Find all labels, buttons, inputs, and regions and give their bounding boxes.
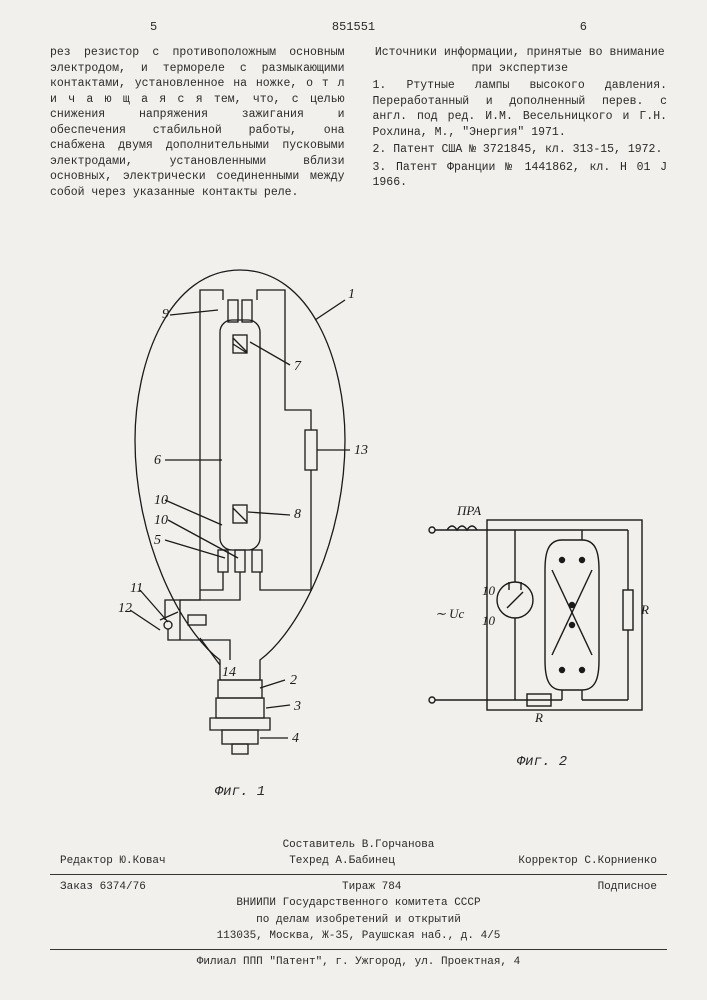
footer: Составитель В.Горчанова Редактор Ю.Ковач… [50,837,667,971]
page-number-right: 6 [580,20,587,34]
reference-2: 2. Патент США № 3721845, кл. 313-15, 197… [373,142,668,158]
callout-2: 2 [290,673,297,688]
order: Заказ 6374/76 [60,879,146,896]
callout-8: 8 [294,507,301,522]
callout-1: 1 [348,287,355,302]
callout-10b: 10 [154,513,168,528]
figures-area: 1 9 7 6 10 8 10 5 11 12 13 14 2 3 4 Фи [50,260,667,820]
label-r-right: R [640,602,649,617]
tirazh: Тираж 784 [342,879,401,896]
compiler-line: Составитель В.Горчанова [50,837,667,854]
callout-14: 14 [222,665,236,680]
text-columns: рез резистор с противоположным основным … [50,45,667,202]
podpisnoe: Подписное [598,879,657,896]
callout-5: 5 [154,533,161,548]
label-r-bottom: R [534,710,543,725]
page-number-left: 5 [150,20,157,34]
label-pra: ПРА [456,503,481,518]
figure-1-label: Фиг. 1 [110,784,370,800]
reference-3: 3. Патент Франции № 1441862, кл. H 01 J … [373,160,668,191]
figure-2-label: Фиг. 2 [427,754,657,770]
callout-3: 3 [293,699,301,714]
addr: 113035, Москва, Ж-35, Раушская наб., д. … [50,928,667,945]
callout-4: 4 [292,731,299,746]
references-heading: Источники информации, принятые во вниман… [373,45,668,76]
editor: Редактор Ю.Ковач [60,853,166,870]
figure-2: ПРА ∼ Uc 10 10 R R Фиг. 2 [427,490,657,770]
callout-9: 9 [162,307,169,322]
label-10a: 10 [482,583,496,598]
figure-1-svg: 1 9 7 6 10 8 10 5 11 12 13 14 2 3 4 [110,260,370,780]
filial: Филиал ППП "Патент", г. Ужгород, ул. Про… [50,954,667,971]
callout-11: 11 [130,581,143,596]
callout-12: 12 [118,601,132,616]
label-uc: ∼ Uc [435,606,465,621]
callout-6: 6 [154,453,161,468]
document-number: 851551 [332,20,375,34]
column-left: рез резистор с противоположным основным … [50,45,345,202]
corrector: Корректор С.Корниенко [518,853,657,870]
techred: Техред А.Бабинец [289,853,395,870]
callout-10: 10 [154,493,168,508]
label-10b: 10 [482,613,496,628]
column-right: Источники информации, принятые во вниман… [373,45,668,202]
callout-7: 7 [294,359,302,374]
figure-1: 1 9 7 6 10 8 10 5 11 12 13 14 2 3 4 Фи [110,260,370,800]
claim-text: рез резистор с противоположным основным … [50,45,345,200]
reference-1: 1. Ртутные лампы высокого давления. Пере… [373,78,668,140]
figure-2-svg: ПРА ∼ Uc 10 10 R R [427,490,657,750]
org2: по делам изобретений и открытий [50,912,667,929]
callout-13: 13 [354,443,368,458]
org1: ВНИИПИ Государственного комитета СССР [50,895,667,912]
